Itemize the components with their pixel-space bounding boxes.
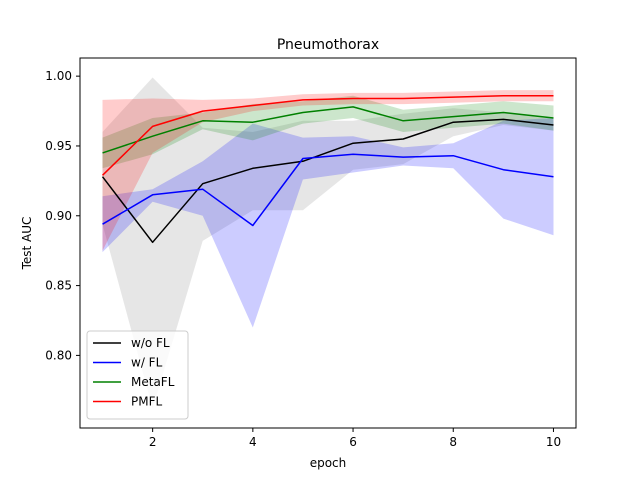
y-tick-label: 0.95 xyxy=(45,139,72,153)
y-axis-label: Test AUC xyxy=(20,217,34,271)
plot-frame xyxy=(79,57,577,429)
legend-label-metafl: MetaFL xyxy=(131,375,175,389)
x-axis-ticks: 2 4 6 8 10 xyxy=(149,428,561,449)
y-axis-ticks: 0.80 0.85 0.90 0.95 1.00 xyxy=(45,69,80,362)
legend-box xyxy=(86,330,189,420)
legend: w/o FL w/ FL MetaFL PMFL xyxy=(86,330,189,420)
y-tick-label: 0.80 xyxy=(45,348,72,362)
legend-label-w-fl: w/ FL xyxy=(131,356,163,370)
x-tick-label: 4 xyxy=(249,435,257,449)
series-lines xyxy=(101,94,554,244)
line-w-fl xyxy=(102,153,554,227)
line-metafl xyxy=(102,106,554,154)
band-metafl xyxy=(102,95,554,169)
x-tick-label: 2 xyxy=(149,435,157,449)
x-tick-label: 10 xyxy=(546,435,561,449)
band-w-o-fl xyxy=(102,77,554,409)
band-pmfl xyxy=(102,90,554,251)
chart-title: Pneumothorax xyxy=(277,37,379,53)
legend-label-pmfl: PMFL xyxy=(131,395,162,409)
line-w-o-fl xyxy=(101,118,554,244)
x-axis-label: epoch xyxy=(310,456,347,470)
y-tick-label: 1.00 xyxy=(45,69,72,83)
x-tick-label: 6 xyxy=(349,435,357,449)
line-pmfl xyxy=(101,94,554,176)
legend-label-w-o-fl: w/o FL xyxy=(131,336,170,350)
y-tick-label: 0.85 xyxy=(45,279,72,293)
confidence-bands xyxy=(102,77,554,409)
band-w-fl xyxy=(102,118,554,328)
x-tick-label: 8 xyxy=(449,435,457,449)
y-tick-label: 0.90 xyxy=(45,209,72,223)
